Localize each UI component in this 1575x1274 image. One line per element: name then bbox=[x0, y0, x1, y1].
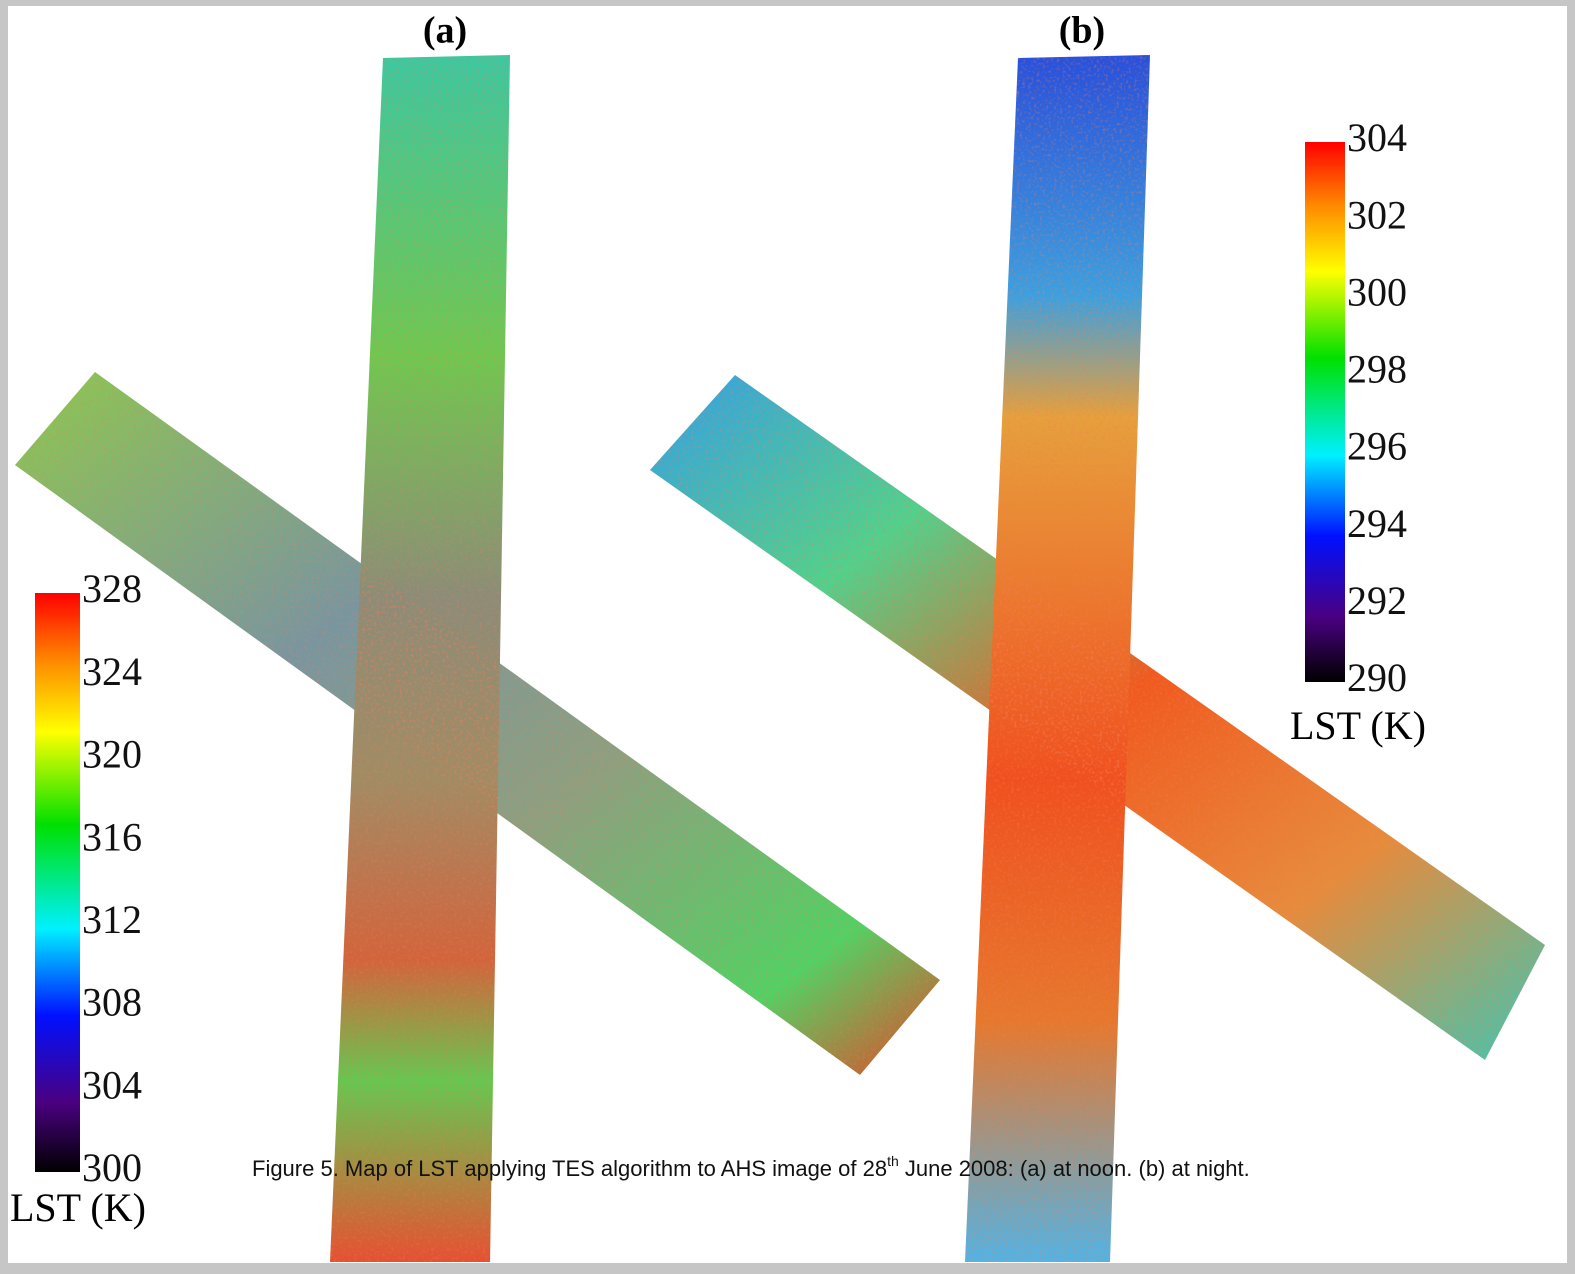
colorbar-tick-label: 308 bbox=[82, 980, 142, 1025]
figure-page: (a) (b) 300 304 308 312 316 320 324 328 290 292 29… bbox=[0, 0, 1575, 1269]
colorbar-tick-label: 296 bbox=[1347, 424, 1407, 469]
colorbar-tick-label: 290 bbox=[1347, 655, 1407, 700]
colorbar-tick-label: 298 bbox=[1347, 347, 1407, 392]
caption-text: June 2008: (a) at noon. (b) at night. bbox=[899, 1156, 1250, 1181]
colorbar bbox=[35, 593, 80, 1172]
colorbar-tick-label: 328 bbox=[82, 566, 142, 611]
panel-label: (b) bbox=[1059, 10, 1105, 52]
colorbar-tick-label: 312 bbox=[82, 897, 142, 942]
caption-text: Figure 5. Map of LST applying TES algori… bbox=[252, 1156, 887, 1181]
colorbar-tick-label: 320 bbox=[82, 732, 142, 777]
colorbar-tick-label: 292 bbox=[1347, 578, 1407, 623]
colorbar bbox=[1305, 142, 1345, 682]
colorbar-tick-label: 304 bbox=[82, 1062, 142, 1107]
colorbar-tick-label: 302 bbox=[1347, 192, 1407, 237]
colorbar-label: LST (K) bbox=[10, 1185, 146, 1230]
panel-label: (a) bbox=[423, 10, 467, 52]
figure: (a) (b) 300 304 308 312 316 320 324 328 290 292 29… bbox=[0, 0, 1575, 1269]
colorbar-tick-label: 316 bbox=[82, 814, 142, 859]
colorbar-tick-label: 300 bbox=[1347, 269, 1407, 314]
colorbar-label: LST (K) bbox=[1290, 703, 1426, 748]
colorbar-tick-label: 300 bbox=[82, 1145, 142, 1190]
caption: Figure 5. Map of LST applying TES algori… bbox=[252, 1153, 1250, 1181]
colorbar-tick-label: 304 bbox=[1347, 115, 1407, 160]
caption-superscript: th bbox=[887, 1153, 899, 1169]
colorbar-tick-label: 324 bbox=[82, 649, 142, 694]
colorbar-tick-label: 294 bbox=[1347, 501, 1407, 546]
